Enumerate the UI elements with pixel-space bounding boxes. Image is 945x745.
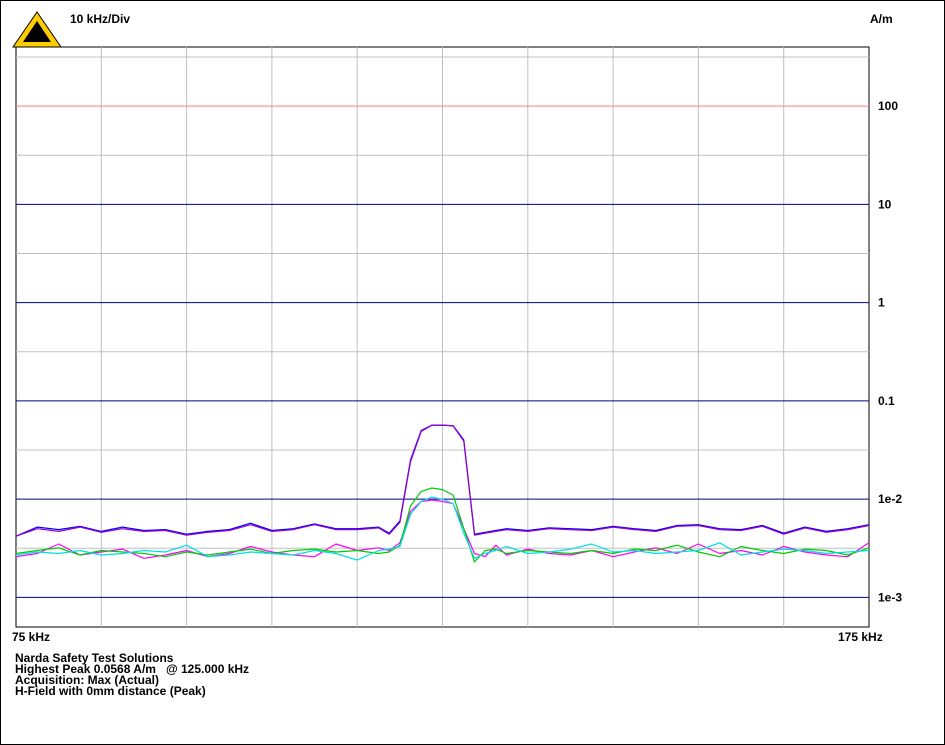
x-tick-labels: 75 kHz 175 kHz: [12, 630, 883, 644]
grid: [16, 47, 869, 627]
series-line: [15, 424, 870, 537]
x-tick-label: 75 kHz: [12, 630, 50, 644]
info-line: Narda Safety Test Solutions: [15, 651, 174, 665]
y-tick-label: 1e-3: [878, 590, 902, 604]
unit-label: A/m: [870, 12, 893, 26]
horizontal-lines: [16, 105, 869, 598]
y-tick-label: 1: [878, 296, 885, 310]
div-label: 10 kHz/Div: [70, 12, 131, 26]
series-line: [15, 487, 870, 563]
y-tick-labels: 100 10 1 0.1 1e-2 1e-3: [878, 99, 902, 604]
series-group: [15, 424, 870, 563]
series-line: [15, 499, 870, 559]
info-panel: Narda Safety Test Solutions Highest Peak…: [15, 651, 250, 698]
info-line: Acquisition: Max (Actual): [15, 673, 160, 687]
y-tick-label: 0.1: [878, 394, 895, 408]
info-line: H-Field with 0mm distance (Peak): [15, 684, 206, 698]
info-line: Highest Peak 0.0568 A/m @ 125.000 kHz: [15, 662, 250, 676]
y-tick-label: 10: [878, 197, 892, 211]
y-tick-label: 100: [878, 99, 898, 113]
series-line: [15, 496, 870, 561]
y-tick-label: 1e-2: [878, 492, 902, 506]
x-tick-label: 175 kHz: [838, 630, 883, 644]
